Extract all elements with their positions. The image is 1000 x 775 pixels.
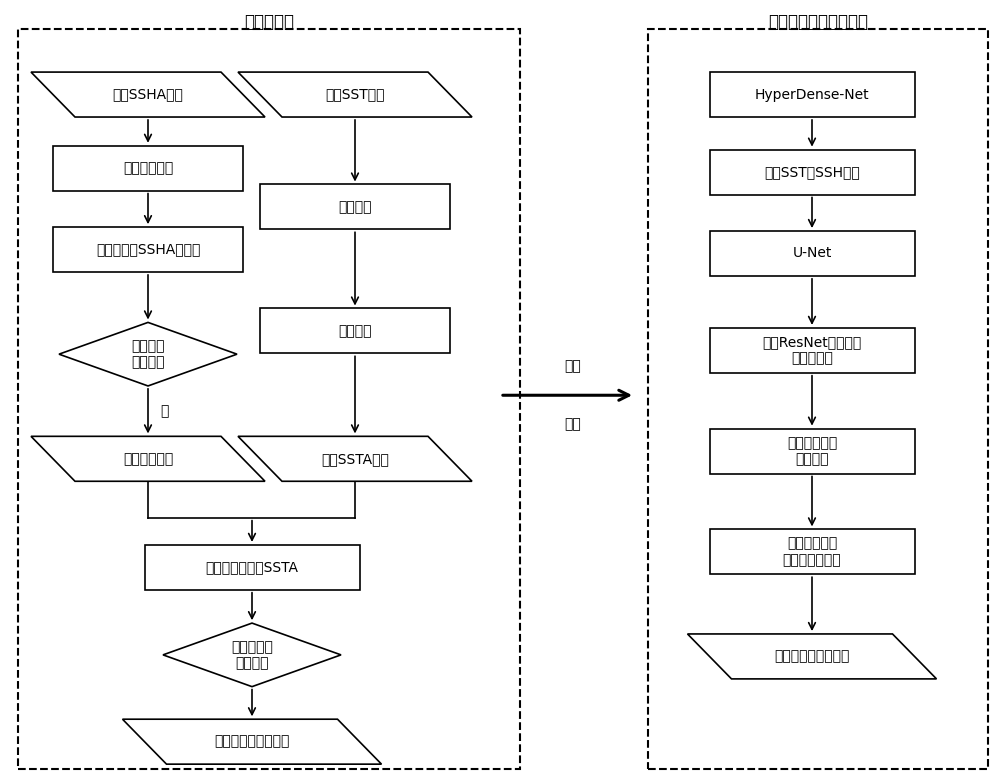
Bar — [710, 72, 914, 117]
Text: 全球SST数据: 全球SST数据 — [325, 88, 385, 102]
Polygon shape — [238, 72, 472, 117]
Text: 异常中尺度涡识别模型: 异常中尺度涡识别模型 — [768, 12, 868, 31]
Text: 全球SSTA数据: 全球SSTA数据 — [321, 452, 389, 466]
Bar — [648, 29, 988, 769]
Text: 计算涡旋内平均SSTA: 计算涡旋内平均SSTA — [206, 560, 298, 574]
Bar — [53, 146, 243, 191]
Text: U-Net: U-Net — [792, 246, 832, 260]
Text: 训练: 训练 — [564, 360, 581, 374]
Text: 异常中尺度涡数据集: 异常中尺度涡数据集 — [774, 649, 850, 663]
Polygon shape — [31, 72, 265, 117]
Bar — [710, 150, 914, 195]
Text: 计算并检索SSHA等高线: 计算并检索SSHA等高线 — [96, 243, 200, 257]
Text: 是否为异常
中尺度涡: 是否为异常 中尺度涡 — [231, 640, 273, 670]
Polygon shape — [59, 322, 237, 386]
Text: 空间滤波: 空间滤波 — [338, 324, 372, 338]
Text: 全球SSHA数据: 全球SSHA数据 — [113, 88, 183, 102]
Text: 是否满足
特定条件: 是否满足 特定条件 — [131, 339, 165, 369]
Text: 调整参数进行
模型测试和优化: 调整参数进行 模型测试和优化 — [783, 537, 841, 567]
Bar — [710, 529, 914, 574]
Text: 时间滤波: 时间滤波 — [338, 200, 372, 214]
Text: 测试: 测试 — [564, 417, 581, 431]
Text: 加入ResNet提高模型
效率和精度: 加入ResNet提高模型 效率和精度 — [762, 336, 862, 365]
Text: 异常中尺度涡真值库: 异常中尺度涡真值库 — [214, 735, 290, 749]
Text: 融合SST和SSH数据: 融合SST和SSH数据 — [764, 165, 860, 179]
Text: 异常中尺度涡
特征分类: 异常中尺度涡 特征分类 — [787, 436, 837, 466]
Polygon shape — [31, 436, 265, 481]
Text: 全球涡旋数据: 全球涡旋数据 — [123, 452, 173, 466]
Bar — [145, 545, 360, 590]
Text: HyperDense-Net: HyperDense-Net — [755, 88, 869, 102]
Polygon shape — [238, 436, 472, 481]
Polygon shape — [123, 719, 382, 764]
Bar — [260, 308, 450, 353]
Bar — [260, 184, 450, 229]
Text: 构建样本库: 构建样本库 — [244, 12, 294, 31]
Text: 是: 是 — [160, 404, 168, 419]
Polygon shape — [163, 623, 341, 687]
Bar — [710, 231, 914, 276]
Text: 空间高通滤波: 空间高通滤波 — [123, 161, 173, 175]
Bar — [53, 227, 243, 272]
Polygon shape — [688, 634, 937, 679]
Bar — [18, 29, 520, 769]
Bar — [710, 328, 914, 373]
Bar — [710, 429, 914, 474]
